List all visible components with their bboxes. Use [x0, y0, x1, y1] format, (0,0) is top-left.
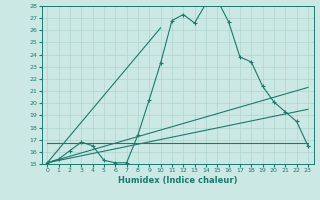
- X-axis label: Humidex (Indice chaleur): Humidex (Indice chaleur): [118, 176, 237, 185]
